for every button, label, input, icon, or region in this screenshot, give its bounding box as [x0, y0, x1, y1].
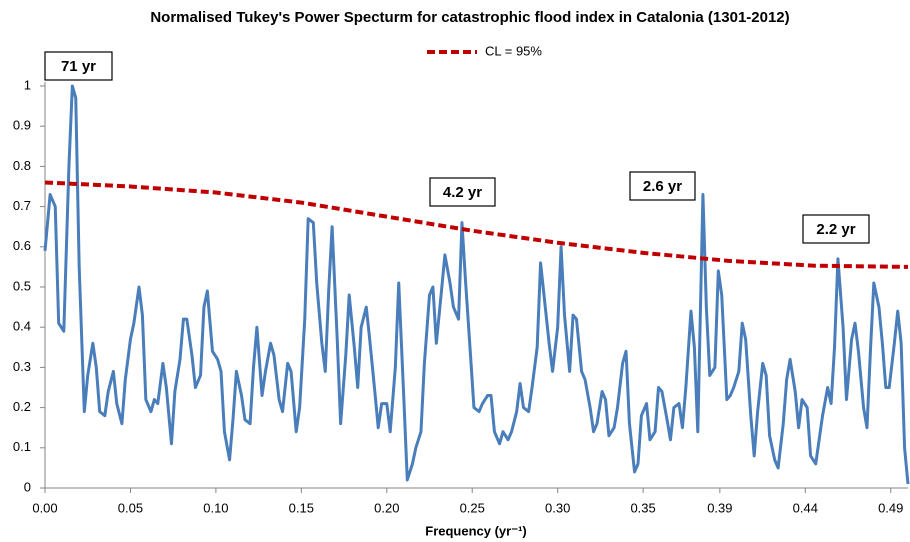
- y-tick-label: 1: [24, 77, 31, 92]
- x-tick-label: 0.25: [460, 500, 485, 515]
- annotation-box: [429, 177, 496, 207]
- x-tick-label: 0.39: [707, 500, 732, 515]
- y-tick-label: 0.9: [13, 118, 31, 133]
- x-tick-label: 0.15: [289, 500, 314, 515]
- x-tick-label: 0.35: [630, 500, 655, 515]
- y-tick-label: 0.1: [13, 439, 31, 454]
- x-tick-label: 0.30: [545, 500, 570, 515]
- y-tick-label: 0.5: [13, 278, 31, 293]
- spectrum-line: [43, 84, 910, 485]
- annotation-box: [802, 214, 870, 244]
- annotation-box: [44, 51, 113, 81]
- legend-label: CL = 95%: [485, 43, 542, 58]
- annotation-box: [629, 171, 696, 201]
- annotation: 2.2 yr: [816, 221, 855, 238]
- x-axis-label: Frequency (yr⁻¹): [425, 523, 527, 538]
- x-tick-label: 0.49: [878, 500, 903, 515]
- y-tick-label: 0.3: [13, 359, 31, 374]
- y-tick-label: 0.7: [13, 198, 31, 213]
- x-tick-label: 0.05: [118, 500, 143, 515]
- annotation: 2.6 yr: [643, 178, 682, 195]
- annotation: 71 yr: [61, 58, 96, 75]
- annotation: 4.2 yr: [443, 184, 482, 201]
- y-tick-label: 0.6: [13, 238, 31, 253]
- y-tick-label: 0: [24, 479, 31, 494]
- x-tick-label: 0.00: [32, 500, 57, 515]
- y-tick-label: 0.2: [13, 399, 31, 414]
- chart-title: Normalised Tukey's Power Specturm for ca…: [150, 9, 789, 26]
- x-tick-label: 0.10: [203, 500, 228, 515]
- y-tick-label: 0.8: [13, 158, 31, 173]
- y-tick-label: 0.4: [13, 319, 31, 334]
- x-tick-label: 0.44: [793, 500, 818, 515]
- x-tick-label: 0.20: [374, 500, 399, 515]
